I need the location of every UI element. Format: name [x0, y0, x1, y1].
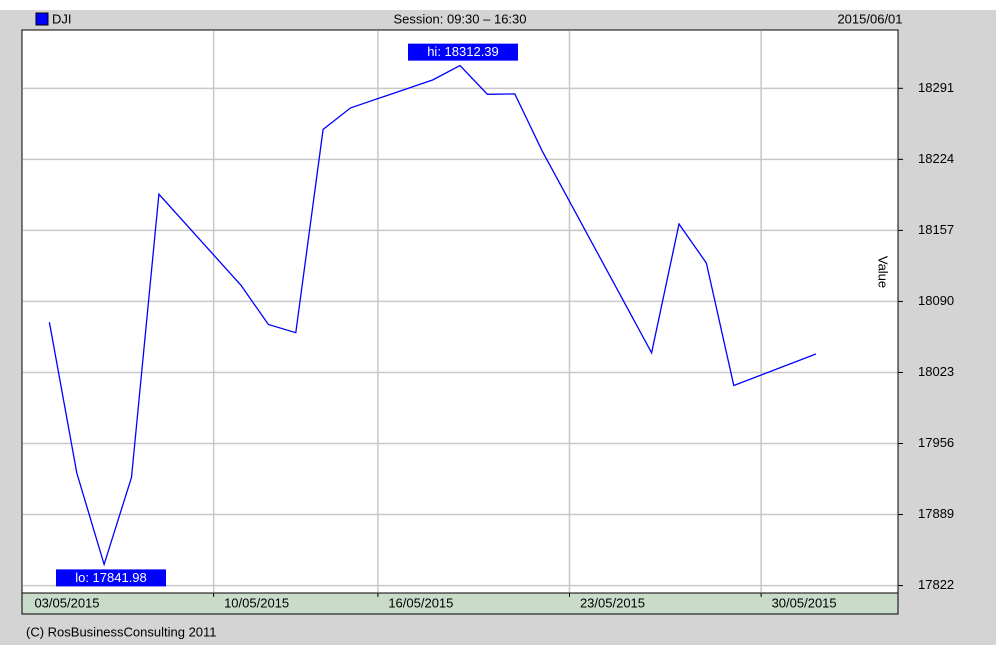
session: Session: 09:30 – 16:30 — [394, 11, 527, 26]
legend-label: DJI — [52, 11, 72, 26]
y-tick-label: 18291 — [918, 80, 954, 95]
y-tick-label: 18090 — [918, 293, 954, 308]
y-tick-label: 18224 — [918, 151, 954, 166]
y-axis-label: Value — [876, 256, 891, 288]
x-tick-label: 03/05/2015 — [34, 595, 99, 610]
x-axis-band — [21, 592, 899, 615]
y-tick-label: 18023 — [918, 364, 954, 379]
line — [48, 64, 817, 567]
y-tick-label: 17822 — [918, 577, 954, 592]
annotation-box — [408, 43, 518, 61]
annotation: hi: 18312.39 — [427, 44, 499, 59]
top-strip — [0, 0, 996, 10]
x-tick-label: 30/05/2015 — [772, 595, 837, 610]
annotation: lo: 17841.98 — [75, 570, 147, 585]
y-tick-label: 18157 — [918, 222, 954, 237]
x-tick-label: 16/05/2015 — [388, 595, 453, 610]
x-tick-label: 10/05/2015 — [224, 595, 289, 610]
x-tick-label: 23/05/2015 — [580, 595, 645, 610]
plot-area — [21, 29, 899, 594]
y-tick-label: 17889 — [918, 506, 954, 521]
annotation-box — [56, 569, 166, 587]
footer: (C) RosBusinessConsulting 2011 — [26, 624, 217, 639]
y-tick-label: 17956 — [918, 435, 954, 450]
date: 2015/06/01 — [837, 11, 902, 26]
legend-swatch — [35, 12, 49, 26]
